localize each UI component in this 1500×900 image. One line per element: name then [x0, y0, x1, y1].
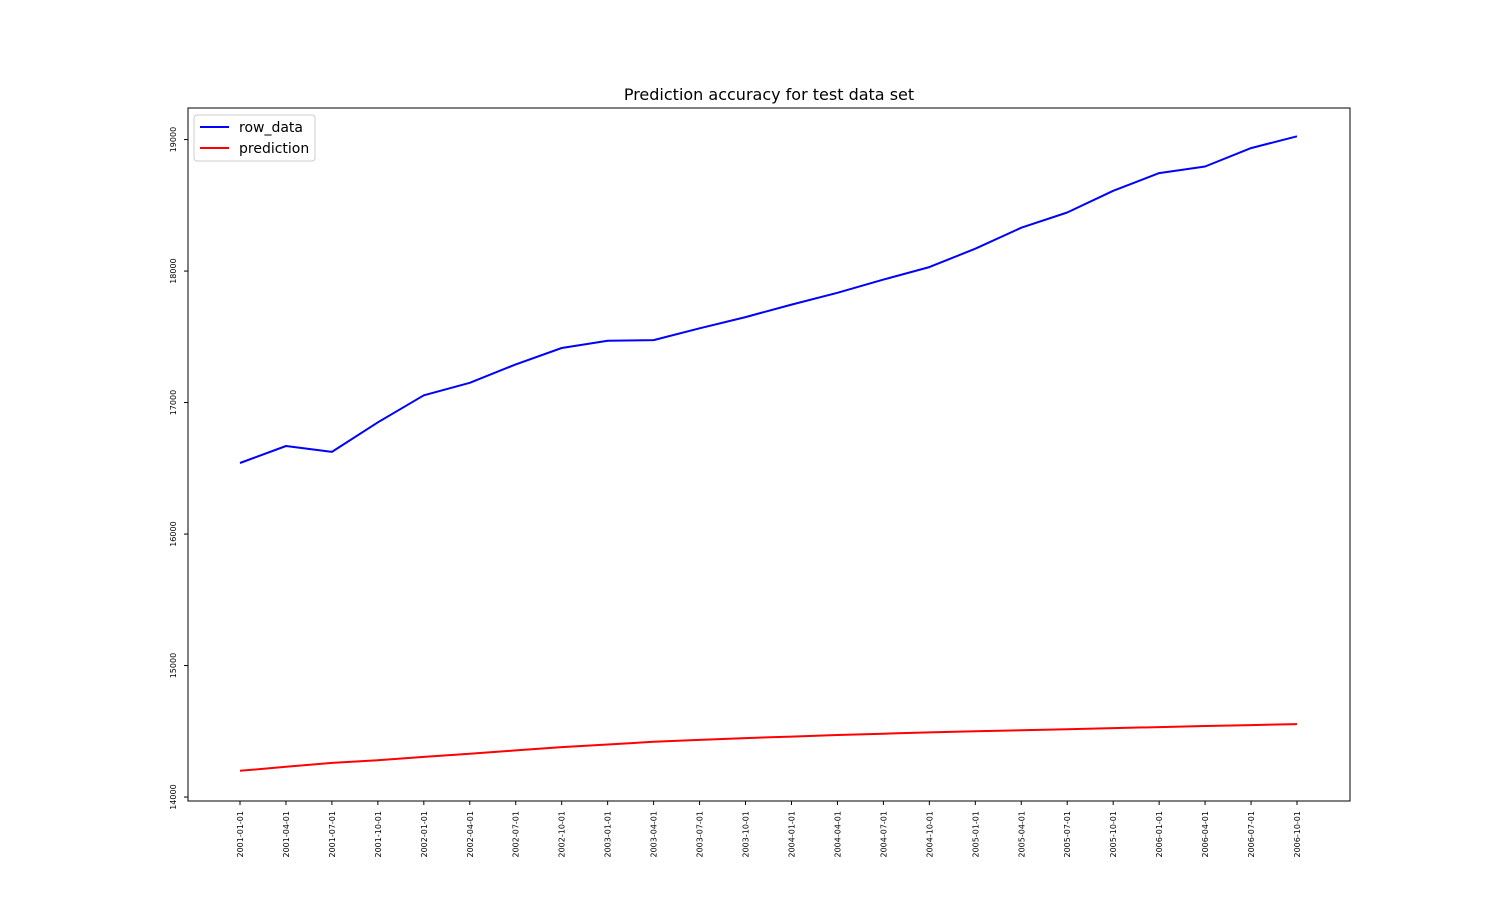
- legend: row_data prediction: [193, 114, 316, 162]
- x-tick-label: 2003-04-01: [650, 811, 659, 858]
- chart-title: Prediction accuracy for test data set: [624, 85, 914, 104]
- x-tick-label: 2001-07-01: [328, 811, 337, 858]
- x-tick-label: 2005-10-01: [1109, 811, 1118, 858]
- y-tick-label: 18000: [169, 258, 178, 283]
- legend-label: row_data: [239, 120, 303, 136]
- x-tick-label: 2004-07-01: [879, 811, 888, 858]
- x-tick-label: 2003-10-01: [742, 811, 751, 858]
- x-tick-label: 2006-10-01: [1293, 811, 1302, 858]
- x-tick-label: 2002-04-01: [466, 811, 475, 858]
- x-tick-label: 2003-01-01: [604, 811, 613, 858]
- x-tick-label: 2005-01-01: [971, 811, 980, 858]
- x-tick-label: 2004-04-01: [833, 811, 842, 858]
- x-tick-label: 2001-04-01: [282, 811, 291, 858]
- x-tick-label: 2004-10-01: [925, 811, 934, 858]
- x-tick-label: 2001-10-01: [374, 811, 383, 858]
- y-axis: 14000 15000 16000 17000 18000 19000: [169, 127, 188, 810]
- x-tick-label: 2002-01-01: [420, 811, 429, 858]
- series-line-prediction: [239, 723, 1298, 772]
- y-tick-label: 16000: [169, 521, 178, 546]
- y-tick-label: 14000: [169, 784, 178, 809]
- x-tick-label: 2005-04-01: [1017, 811, 1026, 858]
- y-tick-label: 15000: [169, 653, 178, 678]
- y-tick-label: 17000: [169, 390, 178, 415]
- x-tick-label: 2005-07-01: [1063, 811, 1072, 858]
- x-tick-label: 2006-07-01: [1247, 811, 1256, 858]
- plot-area: [187, 107, 1351, 802]
- series-lines: [239, 135, 1298, 772]
- x-tick-label: 2002-07-01: [512, 811, 521, 858]
- x-axis: 2001-01-01 2001-04-01 2001-07-01 2001-10-01…: [236, 801, 1302, 858]
- y-tick-label: 19000: [169, 127, 178, 152]
- x-tick-label: 2004-01-01: [787, 811, 796, 858]
- legend-label: prediction: [239, 141, 309, 157]
- x-tick-label: 2003-07-01: [696, 811, 705, 858]
- x-tick-label: 2006-01-01: [1155, 811, 1164, 858]
- x-tick-label: 2001-01-01: [236, 811, 245, 858]
- x-tick-label: 2002-10-01: [558, 811, 567, 858]
- series-line-row_data: [239, 135, 1298, 464]
- x-tick-label: 2006-04-01: [1201, 811, 1210, 858]
